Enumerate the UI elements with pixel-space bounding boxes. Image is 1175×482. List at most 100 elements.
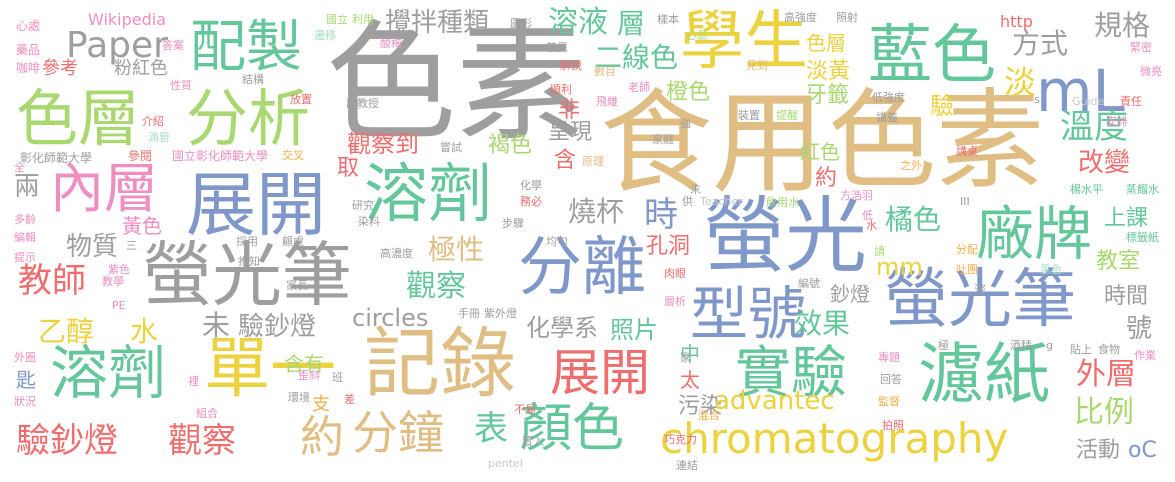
- word-iii: III: [960, 196, 970, 207]
- word-inner-layer: 內層: [50, 162, 158, 216]
- word-high-conc: 高濃度: [380, 248, 413, 259]
- word-insert: 置入: [522, 436, 544, 447]
- word-duty: 責任: [1120, 96, 1142, 107]
- word-chem-dept: 化學系: [526, 316, 598, 340]
- word-deep: 深: [974, 284, 986, 296]
- word-age: 多齡: [14, 214, 36, 225]
- word-separation: 分離: [518, 236, 646, 300]
- word-environment: 環境: [288, 392, 310, 403]
- word-reference: 參考: [42, 60, 78, 78]
- word-develop-red: 展開: [550, 348, 650, 398]
- word-mm: mm: [876, 255, 923, 279]
- word-beaker: 燒杯: [568, 198, 624, 226]
- word-structure: 結構: [242, 74, 264, 85]
- word-alcohol: 酒精: [1010, 340, 1032, 351]
- word-change: 改變: [1078, 150, 1130, 176]
- word-inside: 裡: [188, 376, 199, 387]
- word-check: 驗: [930, 94, 954, 118]
- word-s: s: [1034, 94, 1040, 105]
- word-home: 家: [680, 352, 691, 363]
- word-solution: 溶液: [548, 8, 608, 38]
- word-method: 方式: [1012, 30, 1068, 58]
- word-plum: 酸梅: [380, 38, 402, 49]
- word-adopt: 採用: [236, 236, 258, 247]
- word-photo: 照片: [610, 318, 658, 342]
- word-time-short: 時: [644, 198, 678, 232]
- word-please: 請: [874, 246, 885, 257]
- word-national: 國立: [326, 14, 348, 25]
- word-highlighter-gray: 螢光筆: [142, 240, 352, 310]
- word-polarity: 極性: [428, 236, 484, 264]
- word-observe-red: 觀察: [168, 424, 236, 458]
- word-steps: 步驟: [502, 218, 524, 229]
- word-pink: 粉紅色: [114, 60, 168, 78]
- word-minute: 分鐘: [352, 410, 444, 456]
- word-solvent-small: 溶劑: [50, 344, 166, 402]
- word-family: 家庭: [652, 134, 674, 145]
- word-principle: 原理: [582, 156, 604, 167]
- word-ncue-full: 國立彰化師範大學: [172, 150, 268, 162]
- word-end: 末: [690, 184, 701, 195]
- word-extreme: 極: [938, 340, 949, 351]
- word-use: 利用: [352, 14, 374, 25]
- word-answer: 答案: [162, 40, 184, 51]
- word-label-paper: 標籤紙: [1126, 232, 1159, 243]
- word-g: g: [1046, 340, 1053, 351]
- word-supervise: 監督: [878, 396, 900, 407]
- word-heart-core: 心蕊: [686, 30, 708, 41]
- word-blue: 藍色: [868, 24, 996, 88]
- word-not-yet: 未: [202, 312, 230, 340]
- word-present: 呈現: [548, 122, 592, 144]
- word-must: 務必: [520, 196, 542, 207]
- word-all: 全: [14, 162, 25, 173]
- word-migrate: 遷移: [314, 30, 336, 41]
- word-outer-ring: 外圈: [14, 352, 36, 363]
- word-introduce: 介紹: [142, 116, 164, 127]
- word-layer: 層: [617, 10, 645, 38]
- word-assoc-prof: 副教授: [346, 98, 379, 109]
- word-low-intensity: 低強度: [872, 92, 905, 103]
- word-oc: oC: [1128, 440, 1157, 462]
- word-edit: 編輯: [14, 232, 36, 243]
- word-purple: 紫色: [108, 264, 130, 275]
- word-activity: 活動: [1076, 440, 1120, 462]
- word-serial-no: 編號: [798, 278, 820, 289]
- word-wikipedia: Wikipedia: [88, 12, 166, 28]
- word-teaching: 教學: [102, 276, 124, 287]
- word-project: 專題: [878, 352, 900, 363]
- word-coffee: 咖啡: [16, 62, 40, 74]
- word-red-color: 紅色: [800, 142, 840, 162]
- word-outer-layer: 外層: [1076, 360, 1136, 390]
- word-take-photo: 拍照: [882, 420, 904, 431]
- word-banknote-lamp-gray: 驗鈔燈: [238, 314, 316, 340]
- word-difference: 差異: [546, 42, 568, 53]
- word-dropper: 滴管: [148, 132, 170, 143]
- word-high-intensity: 高強度: [784, 12, 817, 23]
- word-faint-bright: 微亮: [1140, 66, 1162, 77]
- word-class-group: 班: [332, 372, 343, 383]
- word-toothpick: 牙籤: [805, 85, 849, 107]
- word-develop-blue: 展開: [186, 170, 326, 240]
- word-pale-yellow: 淡黃: [806, 61, 850, 83]
- word-hint: 提示: [14, 252, 36, 263]
- word-prepare: 配製: [190, 20, 302, 76]
- word-ratio: 比例: [1074, 398, 1134, 428]
- word-too: 太: [680, 370, 700, 390]
- word-model: 型號: [690, 285, 806, 343]
- word-count: 數目: [594, 66, 616, 77]
- word-spoon: 匙: [16, 370, 36, 390]
- word-spec: 規格: [1094, 12, 1150, 40]
- word-effect: 效果: [794, 310, 850, 338]
- word-observe-teal: 觀察: [406, 272, 466, 302]
- word-branch: 支: [312, 396, 330, 414]
- word-teacher: 教師: [18, 264, 86, 298]
- word-try: 嘗試: [440, 142, 462, 153]
- word-observed: 觀察到: [347, 132, 419, 156]
- word-stir-types: 攪拌種類: [385, 10, 489, 36]
- word-link: 連結: [676, 460, 698, 471]
- word-remind: 提醒: [776, 110, 798, 121]
- word-seen: 見到: [746, 60, 768, 71]
- word-parents: 家長: [286, 280, 308, 291]
- word-ncue-gray: 彰化師範大學: [20, 152, 92, 164]
- word-paste: 貼上: [1070, 344, 1092, 355]
